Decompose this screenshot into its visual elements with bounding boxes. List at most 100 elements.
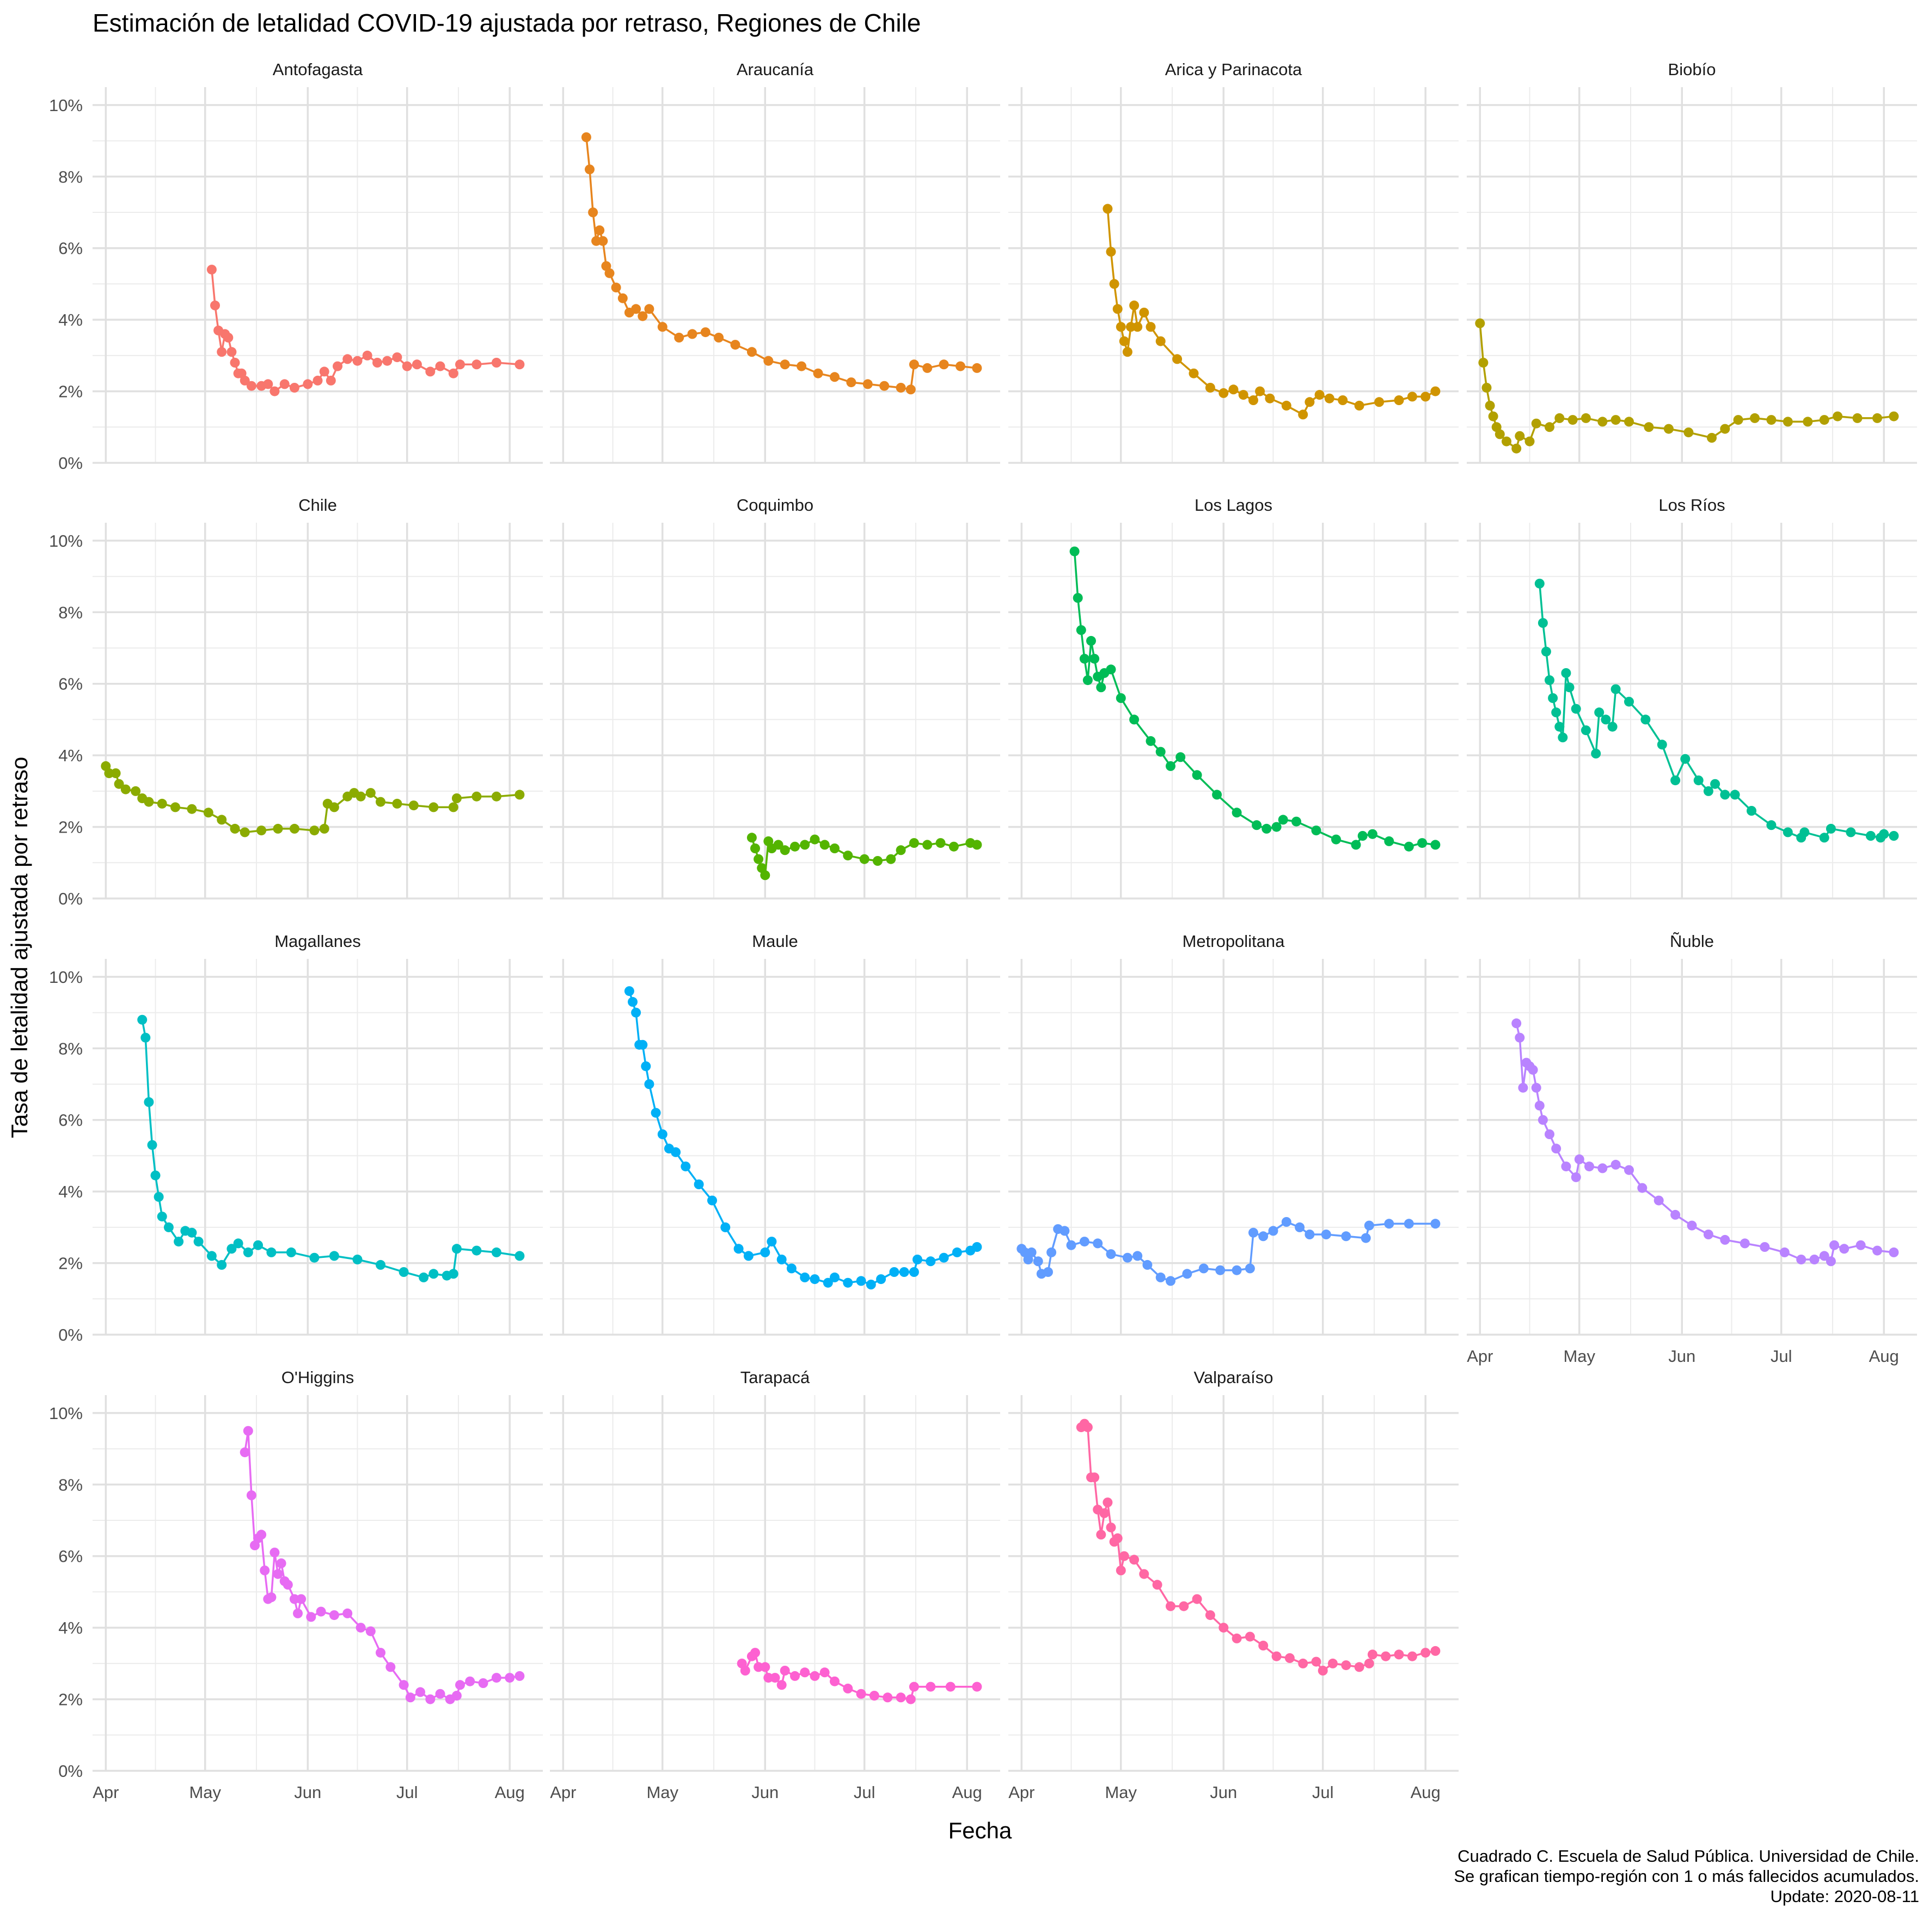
series-line-maule — [628, 991, 978, 1286]
data-point — [1548, 693, 1558, 703]
facet-label: Valparaíso — [1194, 1368, 1273, 1387]
data-point — [455, 359, 465, 370]
data-point — [830, 843, 840, 853]
facet-panel-valparaiso: Valparaíso Apr May Jun Jul Aug — [1008, 1368, 1459, 1802]
data-point — [763, 356, 774, 366]
data-point — [491, 358, 501, 368]
data-point — [319, 366, 329, 377]
data-point — [926, 1682, 936, 1692]
data-point — [1528, 1065, 1538, 1075]
data-point — [223, 333, 234, 343]
data-point — [1481, 383, 1492, 393]
data-point — [451, 793, 462, 803]
x-tick-label: Jul — [396, 1783, 418, 1802]
data-point — [1730, 790, 1740, 800]
data-point — [588, 207, 598, 217]
data-point — [1420, 1648, 1431, 1658]
data-point — [1710, 779, 1720, 789]
data-point — [823, 1277, 833, 1288]
data-point — [289, 823, 299, 834]
data-point — [226, 347, 237, 357]
data-point — [1420, 392, 1431, 402]
data-point — [1783, 417, 1793, 427]
data-point — [1281, 400, 1291, 411]
data-point — [1218, 1623, 1229, 1633]
data-point — [1518, 1083, 1528, 1093]
data-point — [491, 1247, 501, 1257]
data-point — [376, 1260, 385, 1270]
facet-panel-magallanes: Magallanes 0% 2% 4% 6% 8% 10% — [49, 932, 543, 1344]
data-point — [671, 1147, 681, 1157]
data-point — [972, 1682, 982, 1692]
data-point — [750, 1648, 760, 1658]
data-point — [1245, 1263, 1255, 1274]
data-point — [786, 1263, 797, 1274]
y-tick-label: 0% — [58, 1762, 83, 1781]
y-tick-label: 6% — [58, 1111, 83, 1130]
data-point — [326, 375, 336, 386]
data-point — [1129, 1555, 1140, 1565]
data-point — [909, 1267, 919, 1277]
data-point — [1076, 625, 1086, 635]
data-point — [243, 1247, 253, 1257]
facet-label: O'Higgins — [281, 1368, 354, 1387]
data-point — [1740, 1238, 1750, 1249]
data-point — [1534, 1100, 1545, 1111]
data-point — [830, 1676, 840, 1686]
data-point — [1404, 841, 1414, 852]
x-tick-label: May — [189, 1783, 221, 1802]
data-point — [1341, 1231, 1351, 1242]
data-point — [862, 379, 873, 389]
data-point — [1766, 820, 1777, 830]
data-point — [187, 804, 197, 814]
data-point — [1889, 1247, 1899, 1257]
data-point — [1384, 836, 1394, 846]
data-point — [1295, 1222, 1305, 1232]
data-point — [230, 358, 240, 368]
facet-panels: Antofagasta 0% 2% 4% 6% 8% 10% Araucanía Arica y… — [49, 60, 1917, 1802]
data-point — [1644, 422, 1654, 432]
data-point — [313, 375, 323, 386]
data-point — [1261, 823, 1272, 834]
data-point — [819, 1667, 830, 1678]
data-point — [1475, 318, 1485, 328]
data-point — [137, 1014, 148, 1025]
x-tick-label: Aug — [1869, 1347, 1899, 1366]
data-point — [1478, 358, 1489, 368]
data-point — [1407, 1651, 1417, 1661]
x-tick-label: Jul — [1771, 1347, 1792, 1366]
facet-label: Tarapacá — [740, 1368, 810, 1387]
data-point — [1354, 400, 1364, 411]
x-tick-label: Apr — [93, 1783, 119, 1802]
facet-label: Ñuble — [1670, 932, 1714, 951]
data-point — [1766, 415, 1777, 425]
data-point — [780, 845, 790, 855]
data-point — [157, 798, 167, 809]
data-point — [694, 1179, 704, 1189]
data-point — [448, 1269, 458, 1279]
series-line-metropolitana — [1021, 1221, 1436, 1282]
data-point — [296, 1594, 307, 1604]
data-point — [1430, 840, 1441, 850]
data-point — [1581, 725, 1591, 736]
data-point — [1889, 831, 1899, 841]
data-point — [309, 1252, 320, 1263]
data-point — [628, 996, 638, 1007]
data-point — [1082, 675, 1093, 686]
data-point — [700, 327, 711, 338]
data-point — [392, 798, 402, 809]
data-point — [790, 1671, 800, 1681]
data-point — [1488, 411, 1498, 421]
facet-label: Biobío — [1668, 60, 1716, 79]
data-point — [1591, 748, 1601, 759]
data-point — [329, 1610, 339, 1621]
data-point — [316, 1606, 326, 1617]
data-point — [1112, 1533, 1123, 1543]
data-point — [1103, 1497, 1113, 1508]
data-point — [1531, 1083, 1541, 1093]
data-point — [1139, 308, 1149, 317]
data-point — [451, 1691, 462, 1701]
data-point — [1112, 304, 1123, 314]
data-point — [896, 845, 906, 855]
facet-label: Magallanes — [274, 932, 361, 951]
